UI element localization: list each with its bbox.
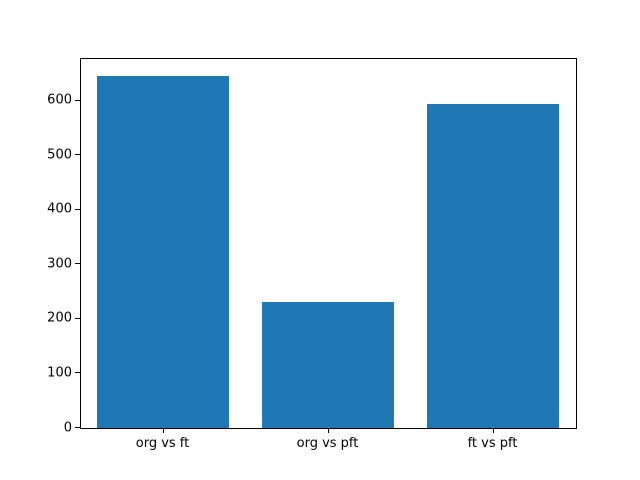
y-tick-mark — [75, 154, 80, 156]
x-tick-mark — [327, 428, 329, 433]
y-tick-label: 0 — [63, 420, 72, 435]
y-tick-label: 300 — [47, 256, 72, 272]
y-tick-label: 600 — [47, 92, 72, 108]
bar-ft-vs-pft — [426, 103, 559, 428]
x-tick-label: ft vs pft — [467, 436, 518, 451]
y-tick-label: 100 — [47, 365, 72, 381]
y-tick-mark — [75, 427, 80, 428]
bar-org-vs-pft — [261, 301, 394, 428]
y-tick-mark — [75, 263, 80, 265]
x-tick-label: org vs ft — [135, 436, 190, 451]
x-tick-label: org vs pft — [296, 436, 359, 451]
y-tick-mark — [75, 317, 80, 319]
y-tick-label: 400 — [47, 201, 72, 217]
y-tick-mark — [75, 372, 80, 374]
y-tick-label: 500 — [47, 147, 72, 163]
x-tick-mark — [162, 428, 164, 433]
y-tick-mark — [75, 99, 80, 101]
plot-area — [80, 58, 577, 429]
y-tick-label: 200 — [47, 310, 72, 326]
bar-org-vs-ft — [96, 76, 229, 428]
y-tick-mark — [75, 208, 80, 210]
x-tick-mark — [492, 428, 494, 433]
